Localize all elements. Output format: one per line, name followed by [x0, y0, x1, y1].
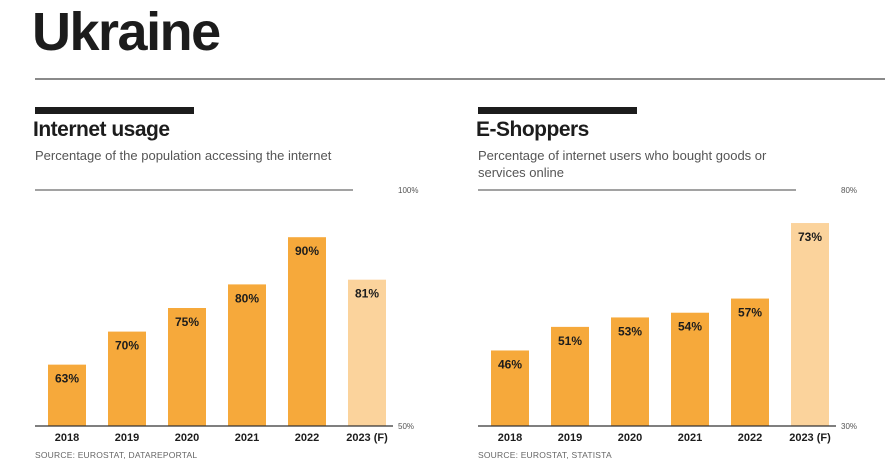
x-tick-label: 2019	[115, 432, 139, 444]
x-tick-label: 2020	[175, 432, 199, 444]
x-tick-label: 2022	[295, 432, 319, 444]
panel-title: Internet usage	[33, 118, 170, 141]
bar	[48, 364, 86, 426]
data-label: 53%	[618, 324, 642, 338]
x-tick-label: 2019	[558, 432, 582, 444]
data-label: 54%	[678, 320, 702, 334]
internet-usage-chart: 100% 63% 2018 70% 2019 75% 2020 80% 2021 90% 2022 8…	[35, 186, 418, 444]
bar	[168, 308, 206, 426]
data-label: 73%	[798, 230, 822, 244]
source-note: SOURCE: EUROSTAT, STATISTA	[478, 450, 612, 460]
panel-subtitle: Percentage of the population accessing t…	[35, 148, 332, 163]
bar	[731, 298, 769, 426]
title-divider	[35, 78, 885, 80]
x-tick-label: 2020	[618, 432, 642, 444]
bar	[611, 317, 649, 426]
x-tick-label: 2023 (F)	[346, 432, 388, 444]
x-tick-label: 2018	[55, 432, 79, 444]
bar	[288, 237, 326, 426]
data-label: 81%	[355, 287, 379, 301]
y-tick-label: 30%	[841, 422, 857, 431]
y-tick-label: 80%	[841, 186, 857, 195]
x-tick-label: 2021	[235, 432, 259, 444]
data-label: 57%	[738, 306, 762, 320]
bar	[491, 350, 529, 426]
bar	[551, 326, 589, 426]
internet-usage-panel: Internet usage Percentage of the populat…	[0, 107, 418, 467]
y-tick-label: 100%	[398, 186, 418, 195]
data-label: 63%	[55, 372, 79, 386]
data-label: 75%	[175, 315, 199, 329]
data-label: 51%	[558, 334, 582, 348]
bar	[228, 284, 266, 426]
source-note: SOURCE: EUROSTAT, DATAREPORTAL	[35, 450, 198, 460]
panel-subtitle: Percentage of internet users who bought …	[478, 148, 767, 180]
data-label: 46%	[498, 357, 522, 371]
bar	[348, 279, 386, 426]
bar	[671, 312, 709, 426]
data-label: 70%	[115, 339, 139, 353]
e-shoppers-panel: E-Shoppers Percentage of internet users …	[443, 107, 857, 467]
data-label: 90%	[295, 244, 319, 258]
page-title: Ukraine	[32, 2, 221, 62]
accent-bar	[478, 107, 637, 114]
e-shoppers-chart: 80% 46% 2018 51% 2019 53% 2020 54% 2021 57% 2022 73…	[478, 186, 857, 444]
panel-title: E-Shoppers	[476, 118, 589, 141]
x-tick-label: 2021	[678, 432, 702, 444]
y-tick-label: 50%	[398, 422, 414, 431]
x-tick-label: 2022	[738, 432, 762, 444]
x-tick-label: 2018	[498, 432, 522, 444]
bar	[108, 331, 146, 426]
data-label: 80%	[235, 291, 259, 305]
accent-bar	[35, 107, 194, 114]
bar	[791, 223, 829, 426]
x-tick-label: 2023 (F)	[789, 432, 831, 444]
